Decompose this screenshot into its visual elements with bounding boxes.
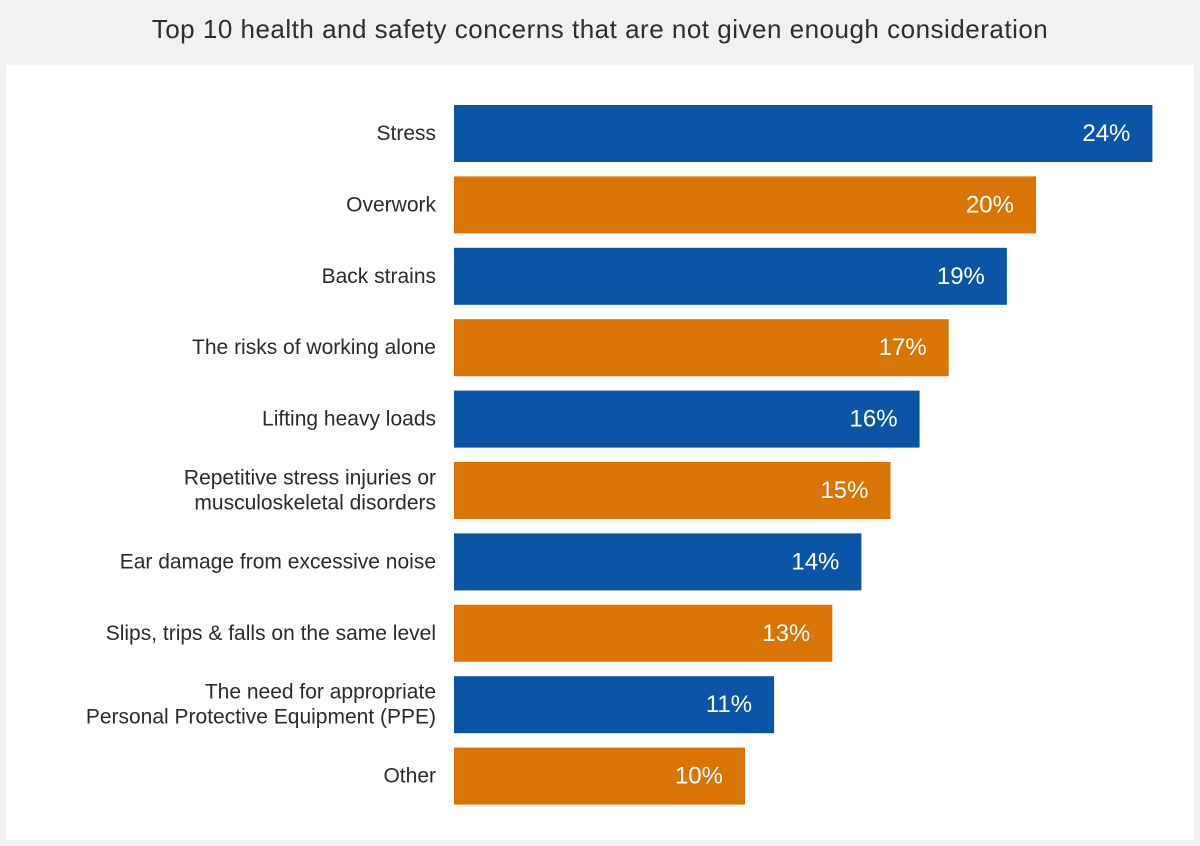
category-label-line: Other <box>383 765 436 788</box>
category-label-line: Lifting heavy loads <box>262 408 436 431</box>
bar <box>454 105 1153 162</box>
chart-title: Top 10 health and safety concerns that a… <box>151 14 1049 44</box>
bar <box>454 676 775 734</box>
category-label-line: Back strains <box>322 265 436 288</box>
category-label: Overwork <box>346 193 436 216</box>
category-label-line: Stress <box>376 122 436 145</box>
bar-value-label: 15% <box>820 477 868 504</box>
bar <box>454 604 833 662</box>
category-label-line: Personal Protective Equipment (PPE) <box>86 706 436 729</box>
bar-value-label: 20% <box>966 191 1014 218</box>
bar <box>454 247 1007 305</box>
bar <box>454 462 891 519</box>
bar <box>454 390 920 448</box>
category-label: The risks of working alone <box>192 336 436 359</box>
category-label: Back strains <box>322 265 436 288</box>
chart-panel: 24% Stress 20% Overwork 19% Back strains 17% Th… <box>6 65 1194 840</box>
category-label-line: Overwork <box>346 193 436 216</box>
category-label: Stress <box>376 122 436 145</box>
category-label-line: musculoskeletal disorders <box>194 492 436 515</box>
category-label: Lifting heavy loads <box>262 408 436 431</box>
bar-value-label: 16% <box>850 406 898 433</box>
category-label-line: Slips, trips & falls on the same level <box>106 622 436 645</box>
category-label-line: The risks of working alone <box>192 336 436 359</box>
category-label: Other <box>383 765 436 788</box>
category-label: The need for appropriate Personal Protect… <box>86 681 436 729</box>
category-label-line: Ear damage from excessive noise <box>120 550 436 573</box>
bar-chart: 24% Stress 20% Overwork 19% Back strains 17% Th… <box>86 105 1153 805</box>
category-label: Repetitive stress injuries or musculoskel… <box>184 467 436 515</box>
category-label: Slips, trips & falls on the same level <box>106 622 436 645</box>
bar <box>454 176 1036 234</box>
bar-value-label: 17% <box>879 334 927 361</box>
bar-value-label: 14% <box>791 548 839 575</box>
category-label-line: The need for appropriate <box>205 681 436 704</box>
bar <box>454 319 949 377</box>
category-label-line: Repetitive stress injuries or <box>184 467 436 490</box>
bar-value-label: 13% <box>762 620 810 647</box>
bar-value-label: 19% <box>937 263 985 290</box>
bar <box>454 533 862 591</box>
bar-value-label: 24% <box>1082 120 1130 147</box>
bar-value-label: 10% <box>675 763 723 790</box>
bar-value-label: 11% <box>706 691 752 718</box>
category-label: Ear damage from excessive noise <box>120 550 436 573</box>
bar <box>454 747 745 805</box>
